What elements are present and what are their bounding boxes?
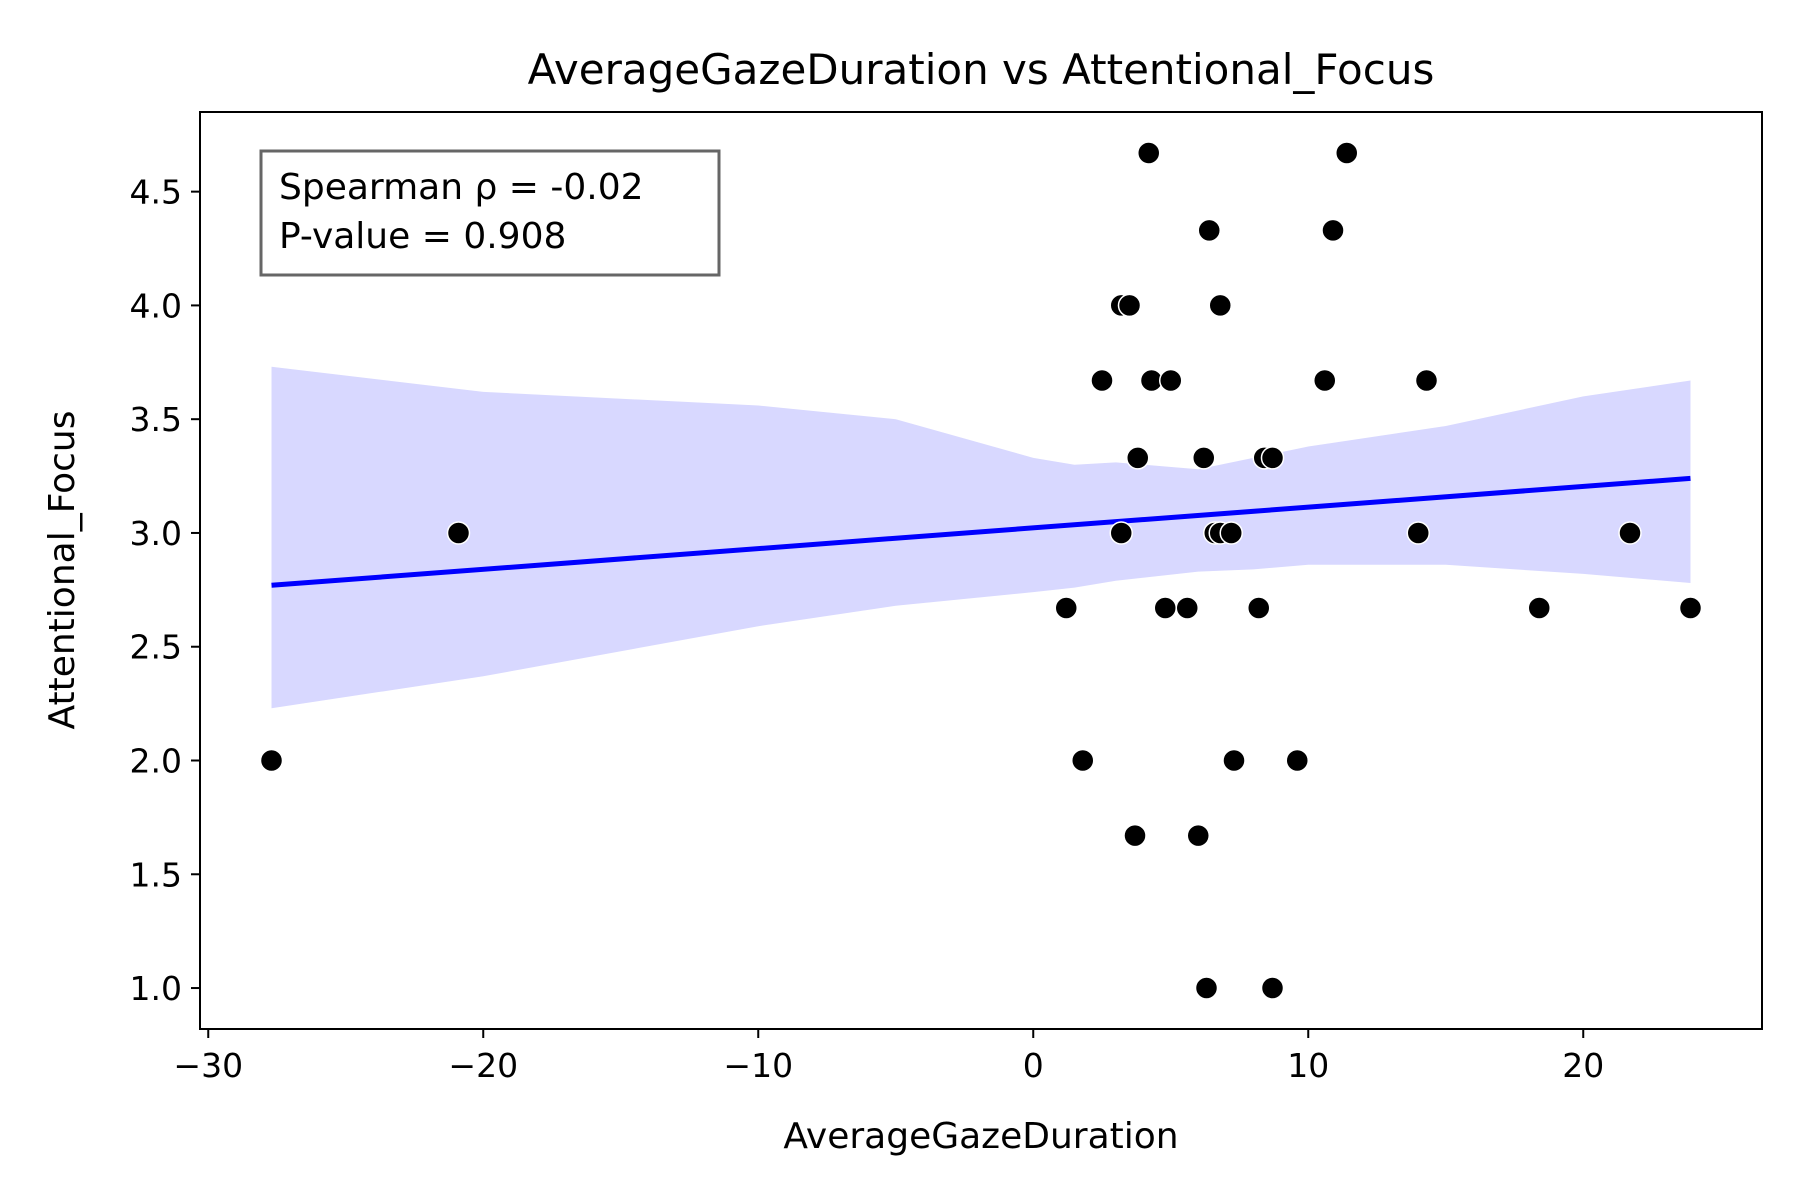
plot-frame [199,111,1763,1030]
scatter-point [1194,976,1219,1000]
stats-annotation-box [259,149,721,277]
scatter-point [446,521,471,545]
y-tick-label: 2.5 [130,628,182,667]
scatter-point [1117,293,1142,318]
x-tick-label: −10 [723,1046,793,1085]
x-tick-label: −20 [448,1046,518,1085]
y-tick-label: 4.0 [130,286,182,325]
scatter-point [1313,368,1337,393]
scatter-point [1321,218,1345,243]
scatter-point [1222,748,1246,773]
y-tick-label: 1.0 [130,969,182,1008]
confidence-band [271,366,1691,709]
y-tick-label: 4.5 [130,173,182,212]
y-axis-ticks: 1.0 1.5 2.0 2.5 3.0 3.5 4.0 4.5 [130,173,200,1008]
scatter-point [1153,596,1177,620]
chart-title: AverageGazeDuration vs Attentional_Focus [528,45,1435,94]
regression-line-layer [271,475,1691,588]
scatter-point [1219,521,1243,545]
x-tick-label: 0 [1023,1046,1044,1085]
scatter-point [1090,368,1114,393]
scatter-point [1285,748,1309,773]
scatter-point [259,748,284,773]
x-tick-label: 20 [1562,1046,1604,1085]
scatter-point [1175,596,1199,620]
scatter-point [1192,446,1216,470]
scatter-point [1159,368,1183,393]
y-tick-label: 3.0 [130,514,182,553]
scatter-point [1406,521,1430,545]
scatter-point [1247,596,1271,620]
scatter-point [1071,748,1095,773]
stats-spearman-text: Spearman ρ = -0.02 [279,167,644,208]
plot-area: −30 −20 −10 0 10 20 1.0 1.5 2.0 2.5 3.0 3.5 4.0 4.5 [130,111,1763,1085]
scatter-point [1109,521,1133,545]
scatter-point [1054,596,1078,620]
scatter-point [1260,446,1285,470]
confidence-band-layer [271,366,1691,709]
x-axis-ticks: −30 −20 −10 0 10 20 [173,1029,1604,1085]
scatter-point [1208,293,1232,318]
x-tick-label: 10 [1287,1046,1329,1085]
scatter-point [1260,976,1285,1000]
scatter-point [1527,596,1551,620]
x-tick-label: −30 [173,1046,243,1085]
scatter-point [1126,446,1150,470]
stats-annotation: Spearman ρ = -0.02 P-value = 0.908 [259,149,721,277]
stats-pvalue-text: P-value = 0.908 [279,216,566,257]
scatter-point [1414,368,1439,393]
scatter-points-layer [259,141,1703,1000]
scatter-point [1335,141,1359,165]
scatter-point [1137,141,1161,165]
scatter-point [1123,823,1147,848]
y-tick-label: 1.5 [130,855,182,894]
scatter-point [1618,521,1642,545]
x-axis-label: AverageGazeDuration [783,1116,1178,1157]
regression-line [271,475,1691,588]
y-axis-label: Attentional_Focus [42,410,83,729]
scatter-point [1678,596,1703,620]
y-tick-label: 3.5 [130,400,182,439]
scatter-point [1197,218,1221,243]
y-tick-label: 2.0 [130,741,182,780]
scatter-point [1186,823,1210,848]
